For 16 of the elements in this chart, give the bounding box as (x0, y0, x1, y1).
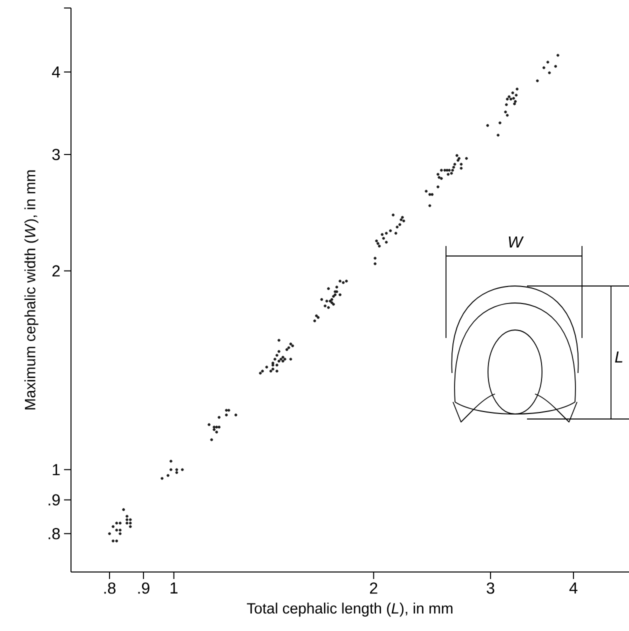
y-tick-label: .9 (48, 494, 60, 506)
x-tick-label: 3 (486, 582, 494, 594)
x-tick-label: .9 (138, 582, 150, 594)
x-tick-label: 4 (569, 582, 578, 594)
annotation: W (508, 236, 524, 248)
y-tick-label: 4 (52, 66, 60, 78)
x-axis-title: Total cephalic length (L), in mm (246, 602, 452, 617)
x-tick-label: .8 (104, 582, 116, 594)
x-tick-label: 2 (370, 582, 378, 594)
y-tick-label: 2 (52, 265, 60, 276)
y-tick-label: 1 (52, 464, 60, 476)
y-tick-label: .8 (48, 528, 60, 540)
x-tick-label: 1 (170, 582, 178, 594)
y-tick-label: 3 (52, 148, 60, 160)
annotation: L (615, 352, 622, 362)
y-axis-title: Maximum cephalic width (W), in mm (24, 170, 38, 410)
